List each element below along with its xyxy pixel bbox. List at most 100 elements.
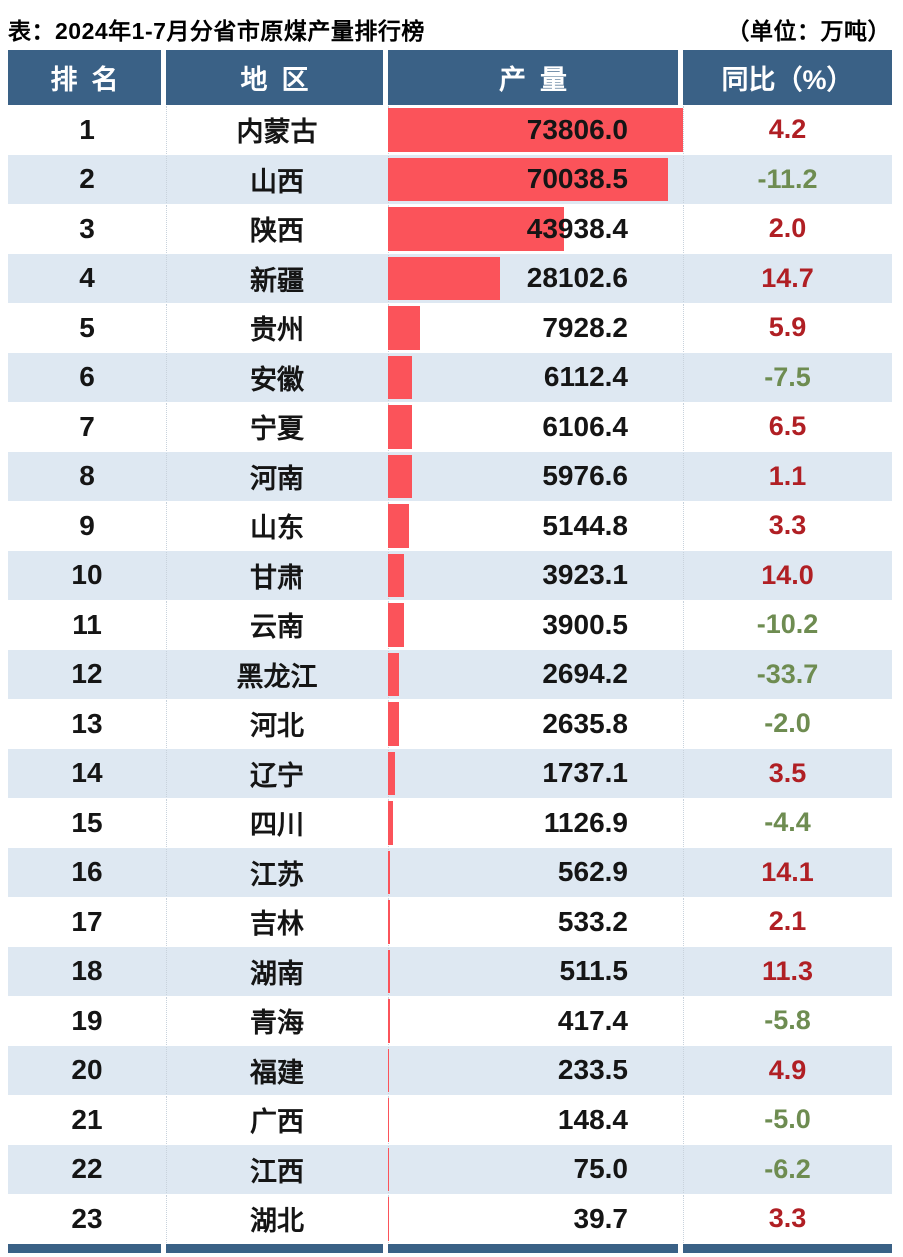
column-separator [683,1096,684,1144]
yoy-cell: 14.0 [761,559,814,590]
rank-cell: 10 [71,559,103,591]
rank-cell: 14 [71,757,103,789]
column-separator [166,947,167,995]
region-cell: 甘肃 [250,562,304,593]
production-value: 562.9 [557,856,628,888]
rank-cell: 4 [79,262,95,294]
yoy-cell: -5.0 [764,1104,811,1135]
rank-cell: 23 [71,1202,103,1234]
production-bar [388,157,668,201]
production-value: 70038.5 [526,163,628,195]
production-value: 2635.8 [542,707,628,739]
header-rank-label: 排名 [50,65,133,95]
region-cell: 宁夏 [250,414,304,445]
column-separator [166,304,167,352]
production-bar [388,454,412,498]
column-separator [166,452,167,500]
production-cell: 28102.6 [388,254,683,304]
production-value: 233.5 [557,1054,628,1086]
column-separator [683,799,684,847]
region-cell: 江苏 [250,859,304,890]
rank-cell: 13 [71,707,103,739]
production-value: 3900.5 [542,608,628,640]
production-bar [388,900,391,944]
column-separator [683,749,684,797]
production-cell: 6106.4 [388,402,683,452]
region-cell: 贵州 [250,315,304,346]
bottom-border-segment [388,1243,683,1253]
table-row: 7 宁夏 6106.4 6.5 [8,402,892,452]
production-bar [388,652,399,696]
yoy-cell: 6.5 [768,411,807,442]
production-value: 6106.4 [542,410,628,442]
region-cell: 陕西 [250,216,304,247]
page-title: 表：2024年1-7月分省市原煤产量排行榜 [8,18,425,44]
table-row: 9 山东 5144.8 3.3 [8,501,892,551]
rank-cell: 5 [79,311,95,343]
column-separator [166,1195,167,1243]
column-separator [166,1046,167,1094]
ranking-table: 排名 地区 产量 同比（%） 1 内蒙古 73806.0 4.2 [8,50,892,1253]
production-cell: 39.7 [388,1194,683,1244]
column-separator [166,1096,167,1144]
column-separator [683,403,684,451]
table-row: 21 广西 148.4 -5.0 [8,1095,892,1145]
production-bar [388,949,391,993]
column-separator [166,898,167,946]
table-row: 1 内蒙古 73806.0 4.2 [8,105,892,155]
column-separator [166,799,167,847]
title-bar: 表：2024年1-7月分省市原煤产量排行榜 （单位：万吨） [0,0,903,50]
production-bar [388,405,413,449]
table-row: 14 辽宁 1737.1 3.5 [8,748,892,798]
production-cell: 233.5 [388,1046,683,1096]
column-separator [683,353,684,401]
table-row: 19 青海 417.4 -5.8 [8,996,892,1046]
region-cell: 青海 [250,1008,304,1039]
column-separator [683,155,684,203]
production-cell: 148.4 [388,1095,683,1145]
yoy-cell: 3.3 [768,1203,807,1234]
production-cell: 417.4 [388,996,683,1046]
production-cell: 5976.6 [388,452,683,502]
region-cell: 辽宁 [250,760,304,791]
production-value: 6112.4 [543,361,628,393]
region-cell: 安徽 [250,364,304,395]
production-bar [388,108,683,152]
production-value: 5976.6 [542,460,628,492]
production-bar [388,1098,389,1142]
column-separator [166,848,167,896]
production-cell: 7928.2 [388,303,683,353]
column-separator [166,502,167,550]
region-cell: 河北 [250,711,304,742]
production-cell: 6112.4 [388,353,683,403]
region-cell: 湖北 [250,1206,304,1237]
region-cell: 山西 [250,166,304,197]
column-separator [683,1046,684,1094]
rank-cell: 6 [79,361,95,393]
production-cell: 562.9 [388,848,683,898]
table-row: 13 河北 2635.8 -2.0 [8,699,892,749]
yoy-cell: -2.0 [764,708,811,739]
production-value: 73806.0 [526,113,628,145]
yoy-cell: 1.1 [768,460,807,491]
table-row: 2 山西 70038.5 -11.2 [8,154,892,204]
column-separator [166,155,167,203]
production-value: 511.5 [559,955,628,987]
unit-label: （单位：万吨） [726,18,891,44]
column-separator [683,1145,684,1193]
production-cell: 533.2 [388,897,683,947]
column-separator [683,551,684,599]
rank-cell: 8 [79,460,95,492]
yoy-cell: -7.5 [764,361,811,392]
header-region: 地区 [166,50,388,105]
table-row: 23 湖北 39.7 3.3 [8,1194,892,1244]
table-body: 1 内蒙古 73806.0 4.2 2 山西 70038.5 -11.2 3 [8,105,892,1244]
rank-cell: 12 [71,658,103,690]
production-bar [388,504,409,548]
yoy-cell: 4.2 [768,114,807,145]
rank-cell: 19 [71,1004,103,1036]
production-bar [388,603,404,647]
yoy-cell: -11.2 [757,163,818,194]
production-bar [388,1048,389,1092]
